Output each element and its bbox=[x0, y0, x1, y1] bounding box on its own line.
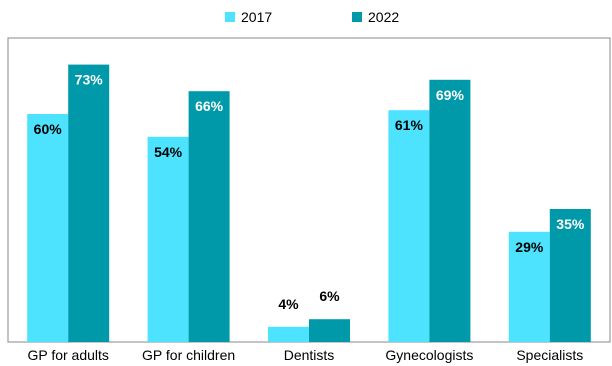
data-label: 35% bbox=[556, 216, 585, 232]
bar-group bbox=[27, 64, 591, 343]
x-tick-label: Gynecologists bbox=[385, 347, 473, 363]
data-label: 73% bbox=[75, 72, 104, 88]
data-label: 60% bbox=[34, 121, 63, 137]
data-label: 4% bbox=[278, 296, 299, 312]
bar-2017-dentists bbox=[268, 326, 309, 342]
data-label: 6% bbox=[319, 288, 340, 304]
bar-2022-specialists bbox=[549, 209, 591, 342]
legend-swatch-2017 bbox=[225, 12, 235, 22]
legend-label-2022: 2022 bbox=[368, 9, 399, 25]
bar-2017-specialists bbox=[508, 231, 550, 342]
data-label: 66% bbox=[195, 98, 224, 114]
bar-2022-dentists bbox=[309, 319, 350, 342]
x-axis-tick-labels: GP for adults GP for children Dentists Gyne… bbox=[27, 347, 583, 363]
x-tick-label: GP for children bbox=[142, 347, 235, 363]
bar-2022-gp-for-children bbox=[188, 91, 230, 342]
legend-label-2017: 2017 bbox=[241, 9, 272, 25]
x-tick-label: GP for adults bbox=[27, 347, 108, 363]
data-label: 69% bbox=[436, 87, 465, 103]
bar-2017-gp-for-children bbox=[147, 136, 189, 342]
x-tick-label: Specialists bbox=[516, 347, 583, 363]
legend-swatch-2022 bbox=[352, 12, 362, 22]
chart-legend: 2017 2022 bbox=[225, 9, 399, 25]
x-tick-label: Dentists bbox=[284, 347, 335, 363]
bar-2017-gp-for-adults bbox=[27, 114, 69, 342]
data-label: 29% bbox=[515, 239, 544, 255]
data-label: 54% bbox=[154, 144, 183, 160]
bar-2022-gynecologists bbox=[429, 79, 471, 343]
data-label-group: 60% 73% 54% 66% 4% 6% 61% 69% 29% 35% bbox=[34, 72, 585, 312]
data-label: 61% bbox=[395, 117, 424, 133]
bar-2022-gp-for-adults bbox=[68, 64, 110, 342]
bar-2017-gynecologists bbox=[388, 110, 430, 342]
